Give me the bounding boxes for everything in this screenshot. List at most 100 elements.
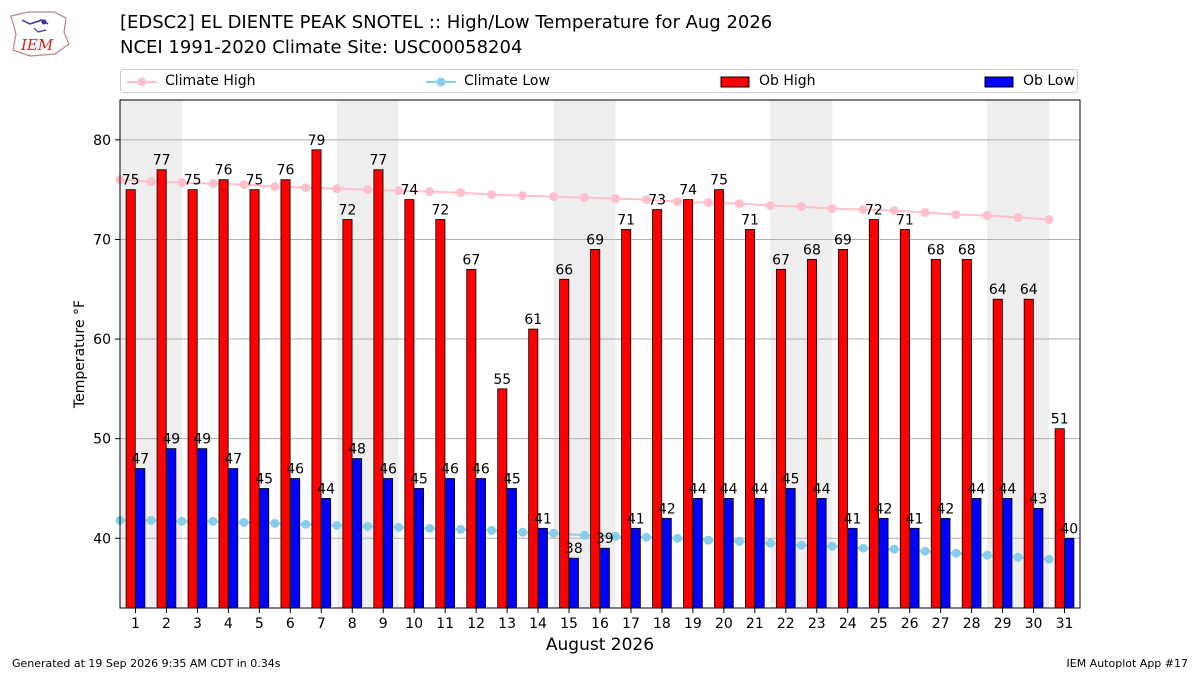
ob-low-label: 44 — [998, 481, 1016, 497]
climate-high-point — [734, 199, 744, 209]
ob-high-label: 61 — [524, 312, 542, 328]
ob-high-label: 66 — [555, 262, 573, 278]
ob-high-label: 71 — [617, 212, 635, 228]
x-tick-label: 6 — [286, 616, 295, 632]
chart-title: [EDSC2] EL DIENTE PEAK SNOTEL :: High/Lo… — [120, 12, 773, 33]
y-tick-label: 50 — [93, 432, 111, 448]
ob-high-label: 79 — [308, 133, 326, 149]
ob-high-bar — [559, 278, 570, 609]
ob-low-label: 41 — [627, 511, 645, 527]
x-tick-label: 12 — [467, 616, 485, 632]
ob-high-bar — [621, 229, 632, 609]
legend-climate-high-label: Climate High — [165, 73, 256, 89]
ob-high-label: 67 — [462, 252, 480, 268]
ob-low-bar — [1002, 498, 1013, 609]
ob-high-bar — [249, 189, 260, 609]
climate-high-point — [239, 180, 249, 190]
climate-low-point — [301, 519, 311, 529]
ob-low-label: 42 — [875, 501, 893, 517]
ob-low-bar — [475, 478, 486, 609]
ob-high-bar — [435, 219, 446, 609]
ob-low-bar — [290, 478, 301, 609]
ob-low-label: 41 — [534, 511, 552, 527]
climate-high-point — [487, 190, 497, 200]
ob-high-label: 68 — [927, 242, 945, 258]
ob-high-bar — [930, 258, 941, 609]
x-tick-label: 23 — [808, 616, 826, 632]
chart-subtitle: NCEI 1991-2020 Climate Site: USC00058204 — [120, 37, 523, 58]
x-axis-label: August 2026 — [546, 635, 654, 655]
climate-low-point — [580, 530, 590, 540]
climate-high-point — [208, 179, 218, 189]
ob-low-label: 42 — [658, 501, 676, 517]
climate-high-point — [827, 204, 837, 214]
ob-high-label: 64 — [989, 282, 1007, 298]
y-tick-label: 70 — [93, 232, 111, 248]
ob-low-bar — [816, 498, 827, 609]
climate-low-point — [208, 516, 218, 526]
ob-low-label: 45 — [255, 471, 273, 487]
climate-low-point — [858, 543, 868, 553]
ob-low-label: 45 — [410, 471, 428, 487]
climate-high-point — [1044, 215, 1054, 225]
ob-low-bar — [506, 488, 517, 609]
ob-high-bar — [652, 209, 663, 609]
ob-low-label: 43 — [1029, 491, 1047, 507]
x-tick-label: 8 — [348, 616, 357, 632]
ob-high-bar — [528, 328, 539, 609]
ob-high-label: 75 — [122, 173, 140, 189]
climate-high-point — [177, 178, 187, 188]
ob-low-bar — [352, 458, 363, 609]
x-tick-label: 13 — [498, 616, 516, 632]
climate-high-point — [332, 184, 342, 194]
ob-low-bar — [878, 517, 889, 609]
climate-high-point — [982, 211, 992, 221]
ob-high-swatch-icon — [720, 76, 750, 88]
x-tick-label: 3 — [193, 616, 202, 632]
x-tick-label: 22 — [777, 616, 795, 632]
ob-high-bar — [745, 229, 756, 609]
x-tick-label: 11 — [436, 616, 454, 632]
legend-ob-low-label: Ob Low — [1023, 73, 1075, 89]
climate-low-point — [394, 522, 404, 532]
ob-low-bar — [940, 517, 951, 609]
x-tick-label: 18 — [653, 616, 671, 632]
ob-high-bar — [992, 298, 1003, 609]
ob-low-label: 49 — [193, 432, 211, 448]
ob-high-bar — [156, 169, 167, 609]
ob-high-label: 75 — [184, 173, 202, 189]
ob-low-bar — [692, 498, 703, 609]
climate-low-point — [827, 541, 837, 551]
ob-high-label: 77 — [370, 153, 388, 169]
climate-low-point — [549, 528, 559, 538]
ob-high-label: 71 — [896, 212, 914, 228]
ob-low-bar — [383, 478, 394, 609]
ob-low-bar — [847, 527, 858, 609]
ob-high-bar — [125, 189, 136, 609]
x-tick-label: 16 — [591, 616, 609, 632]
climate-low-point — [672, 533, 682, 543]
ob-high-label: 55 — [493, 372, 511, 388]
ob-low-label: 44 — [967, 481, 985, 497]
ob-high-bar — [868, 219, 879, 609]
ob-high-bar — [590, 249, 601, 609]
ob-low-label: 44 — [813, 481, 831, 497]
climate-low-point — [363, 521, 373, 531]
ob-high-label: 69 — [586, 232, 604, 248]
x-tick-label: 17 — [622, 616, 640, 632]
ob-high-label: 76 — [215, 163, 233, 179]
ob-high-label: 77 — [153, 153, 171, 169]
ob-low-bar — [197, 448, 208, 609]
ob-high-label: 72 — [431, 203, 449, 219]
ob-high-bar — [466, 268, 477, 609]
ob-low-bar — [1033, 507, 1044, 609]
climate-low-point — [1044, 554, 1054, 564]
ob-high-bar — [1023, 298, 1034, 609]
ob-high-bar — [497, 388, 508, 609]
ob-high-bar — [311, 149, 322, 609]
ob-low-label: 46 — [379, 462, 397, 478]
x-tick-label: 5 — [255, 616, 264, 632]
ob-low-label: 46 — [441, 462, 459, 478]
climate-low-point — [641, 532, 651, 542]
ob-low-label: 44 — [751, 481, 769, 497]
